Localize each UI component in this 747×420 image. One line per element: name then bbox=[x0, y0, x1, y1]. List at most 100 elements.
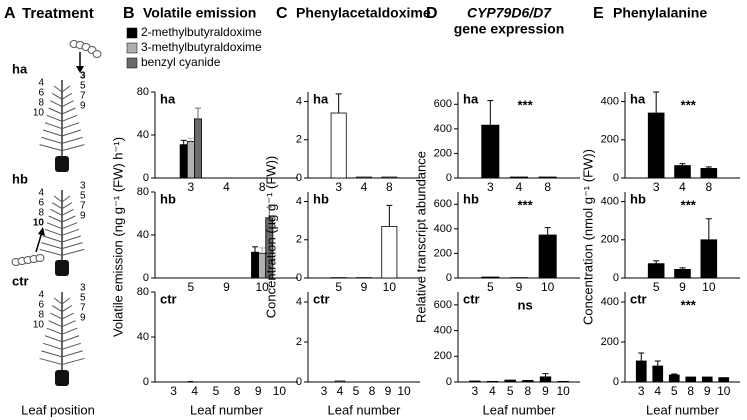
leaf-number: 5 bbox=[80, 81, 86, 92]
branch bbox=[43, 129, 81, 137]
subplot-label: ha bbox=[630, 91, 646, 106]
branch bbox=[53, 85, 71, 93]
y-tick-label: 0 bbox=[613, 172, 619, 184]
branch bbox=[46, 114, 78, 122]
y-tick-label: 400 bbox=[601, 95, 619, 107]
leaf-number: 7 bbox=[80, 303, 86, 314]
subplot-label: ctr bbox=[630, 291, 647, 306]
y-tick-label: 0 bbox=[143, 272, 149, 284]
y-axis-label: Relative transcript abundance bbox=[413, 151, 428, 323]
x-tick-label: 8 bbox=[234, 384, 241, 398]
branch bbox=[51, 92, 73, 100]
bar bbox=[538, 234, 557, 279]
x-tick-label: 8 bbox=[705, 180, 712, 194]
x-tick-label: 5 bbox=[213, 384, 220, 398]
group-label: hb bbox=[12, 171, 28, 186]
x-tick-label: 8 bbox=[544, 180, 551, 194]
bar bbox=[504, 379, 516, 383]
panel-title: gene expression bbox=[454, 21, 565, 37]
bar bbox=[509, 176, 528, 179]
x-tick-label: 3 bbox=[170, 384, 177, 398]
x-axis-label: Leaf number bbox=[190, 402, 264, 417]
panel-letter: D bbox=[426, 5, 438, 22]
annotation: *** bbox=[681, 197, 697, 212]
leaf-number: 7 bbox=[80, 91, 86, 102]
bar bbox=[539, 376, 552, 383]
pot bbox=[55, 260, 69, 276]
bar bbox=[381, 225, 398, 279]
x-tick-label: 8 bbox=[687, 384, 694, 398]
x-tick-label: 4 bbox=[337, 384, 344, 398]
leaf-number: 6 bbox=[38, 88, 44, 99]
y-tick-label: 0 bbox=[143, 376, 149, 388]
arrow-head-ha bbox=[76, 66, 84, 73]
legend-label: 3-methylbutyraldoxime bbox=[141, 40, 262, 54]
caterpillar-hb bbox=[11, 254, 45, 266]
y-axis-label: Volatile emission (ng g⁻¹ (FW) h⁻¹) bbox=[110, 137, 125, 337]
y-tick-label: 0 bbox=[446, 272, 452, 284]
y-tick-label: 600 bbox=[434, 299, 452, 311]
y-tick-label: 200 bbox=[434, 247, 452, 259]
leaf-number: 3 bbox=[80, 283, 86, 294]
leaf-number: 3 bbox=[80, 71, 86, 82]
subplot-label: ha bbox=[160, 91, 176, 106]
x-tick-label: 4 bbox=[679, 180, 686, 194]
bar bbox=[486, 380, 499, 383]
bar bbox=[481, 276, 500, 279]
x-tick-label: 4 bbox=[489, 384, 496, 398]
y-tick-label: 80 bbox=[137, 86, 149, 98]
panel-title: Phenylacetaldoxime bbox=[296, 5, 431, 21]
x-tick-label: 4 bbox=[361, 180, 368, 194]
subplot-label: hb bbox=[463, 191, 479, 206]
x-tick-label: 5 bbox=[507, 384, 514, 398]
branch bbox=[51, 202, 73, 210]
annotation: *** bbox=[681, 97, 697, 112]
branch bbox=[41, 136, 83, 144]
panel-letter: B bbox=[123, 5, 135, 22]
leaf-number: 9 bbox=[80, 313, 86, 324]
bar bbox=[538, 176, 557, 179]
bar bbox=[700, 168, 718, 179]
y-tick-label: 4 bbox=[296, 296, 302, 308]
x-tick-label: 9 bbox=[542, 384, 549, 398]
x-tick-label: 4 bbox=[223, 180, 230, 194]
bar bbox=[557, 380, 569, 383]
annotation: *** bbox=[518, 197, 534, 212]
x-tick-label: 10 bbox=[702, 280, 716, 294]
leaf-number: 5 bbox=[80, 293, 86, 304]
leaf-number: 8 bbox=[38, 310, 44, 321]
branch bbox=[39, 248, 85, 256]
x-tick-label: 3 bbox=[487, 180, 494, 194]
legend-label: benzyl cyanide bbox=[141, 55, 221, 69]
subplot-label: ctr bbox=[160, 291, 177, 306]
annotation: ns bbox=[518, 297, 533, 312]
leaf-number: 5 bbox=[80, 191, 86, 202]
y-tick-label: 2 bbox=[296, 234, 302, 246]
bar bbox=[522, 380, 534, 383]
arrow-head-hb bbox=[38, 227, 45, 236]
annotation: *** bbox=[518, 97, 534, 112]
annotation: *** bbox=[681, 297, 697, 312]
y-tick-label: 80 bbox=[137, 286, 149, 298]
panel-title: Volatile emission bbox=[143, 5, 256, 21]
x-tick-label: 8 bbox=[524, 384, 531, 398]
leaf-number: 10 bbox=[33, 320, 45, 331]
x-tick-label: 5 bbox=[353, 384, 360, 398]
y-tick-label: 0 bbox=[296, 376, 302, 388]
x-tick-label: 5 bbox=[335, 280, 342, 294]
legend-swatch bbox=[126, 42, 138, 54]
branch bbox=[41, 242, 83, 250]
branch bbox=[46, 222, 78, 230]
branch bbox=[44, 335, 80, 343]
x-tick-label: 5 bbox=[671, 384, 678, 398]
branch bbox=[50, 100, 74, 108]
panel-letter: C bbox=[276, 5, 288, 22]
y-tick-label: 200 bbox=[434, 147, 452, 159]
subplot-label: ctr bbox=[463, 291, 480, 306]
leaf-number: 3 bbox=[80, 181, 86, 192]
leaf-number: 10 bbox=[33, 108, 45, 119]
branch bbox=[53, 297, 71, 305]
branch bbox=[43, 342, 81, 350]
x-tick-label: 3 bbox=[638, 384, 645, 398]
subplot-label: ctr bbox=[313, 291, 330, 306]
